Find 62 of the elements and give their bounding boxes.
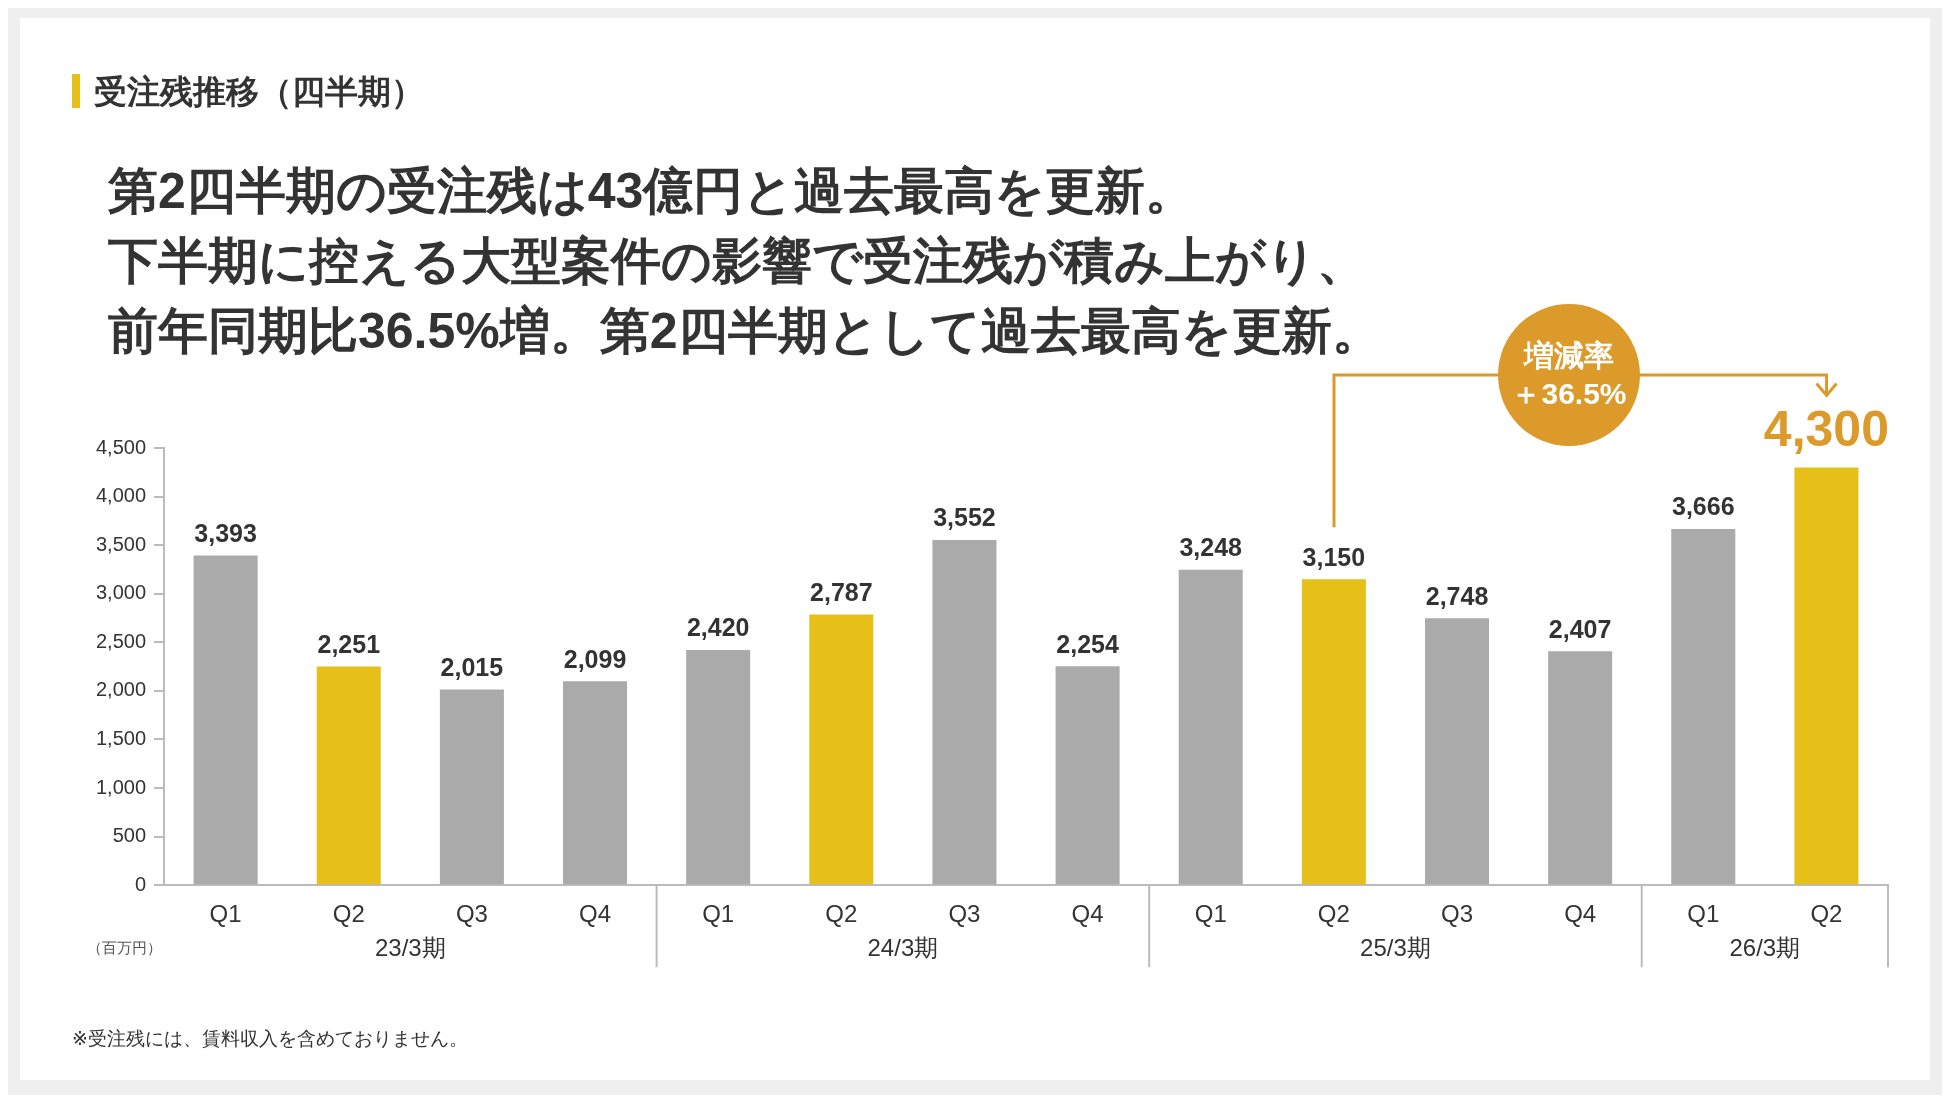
- y-tick-label: 4,500: [95, 435, 147, 458]
- text: 増減率: [1523, 339, 1614, 372]
- bar: [316, 666, 381, 885]
- x-tick-label: Q3: [948, 900, 981, 928]
- text: 25/3期: [1360, 933, 1431, 961]
- x-tick-label: Q3: [455, 900, 488, 928]
- y-tick-label: 4,000: [95, 484, 147, 507]
- x-tick-label: Q1: [702, 900, 735, 928]
- y-tick-label: 1,000: [95, 775, 147, 798]
- data-label: 2,254: [1056, 629, 1119, 658]
- x-tick-label: Q4: [579, 900, 612, 928]
- y-tick-label: 3,500: [95, 532, 147, 555]
- bar: [1055, 666, 1120, 885]
- bar: [563, 681, 628, 885]
- bar: [809, 614, 874, 885]
- data-label: 3,248: [1179, 533, 1243, 562]
- x-tick-label: Q4: [1564, 900, 1597, 928]
- bar: [686, 650, 751, 885]
- data-label: 2,787: [810, 577, 873, 606]
- text: 26/3期: [1729, 933, 1801, 961]
- x-tick-label: Q1: [1194, 900, 1227, 928]
- bar: [193, 555, 258, 885]
- bar: [439, 689, 504, 885]
- x-tick-label: Q1: [209, 900, 242, 928]
- text: ※受注残には、賃料収入を含めておりません。: [72, 1027, 468, 1051]
- x-tick-label: Q3: [1441, 900, 1474, 928]
- bar: [1548, 651, 1613, 885]
- data-label: 3,393: [194, 518, 257, 547]
- y-tick-label: 2,000: [95, 678, 147, 701]
- chart-subtitle: 第2四半期の受注残は43億円と過去最高を更新。下半期に控える大型案件の影響で受注残が積み上がり、前年同期比36.5%増。第2四半期として過去最高を更新。: [108, 162, 1382, 361]
- bar: [1671, 529, 1736, 885]
- text: ＋36.5%: [1511, 377, 1627, 410]
- data-label: 3,666: [1672, 492, 1735, 521]
- x-tick-label: Q4: [1071, 900, 1104, 928]
- x-tick-label: Q2: [825, 900, 858, 928]
- data-label: 2,251: [317, 629, 381, 658]
- y-tick-label: 500: [112, 824, 147, 847]
- data-label: 2,015: [440, 652, 504, 681]
- bar: [932, 540, 997, 885]
- x-tick-label: Q1: [1687, 900, 1720, 928]
- y-tick-label: 2,500: [95, 629, 147, 652]
- y-tick-label: 0: [134, 872, 147, 895]
- data-label: 4,300: [1763, 401, 1889, 458]
- text: 24/3期: [867, 933, 939, 961]
- bar: [1301, 579, 1366, 885]
- text: 23/3期: [374, 933, 446, 961]
- data-label: 2,407: [1548, 614, 1612, 643]
- x-tick-label: Q2: [1317, 900, 1350, 928]
- x-tick-label: Q2: [1810, 900, 1843, 928]
- data-label: 3,150: [1302, 542, 1366, 571]
- chart-title: 受注残推移（四半期）: [94, 72, 424, 112]
- bar: [1178, 569, 1243, 885]
- y-axis-title: （百万円）: [86, 939, 162, 957]
- data-label: 3,552: [933, 503, 996, 532]
- data-label: 2,748: [1425, 581, 1489, 610]
- bar: [1794, 467, 1859, 885]
- data-label: 2,420: [686, 613, 750, 642]
- x-tick-label: Q2: [332, 900, 365, 928]
- y-tick-label: 1,500: [95, 726, 147, 749]
- data-label: 2,099: [563, 644, 627, 673]
- y-tick-label: 3,000: [95, 581, 147, 604]
- bar: [1425, 618, 1490, 885]
